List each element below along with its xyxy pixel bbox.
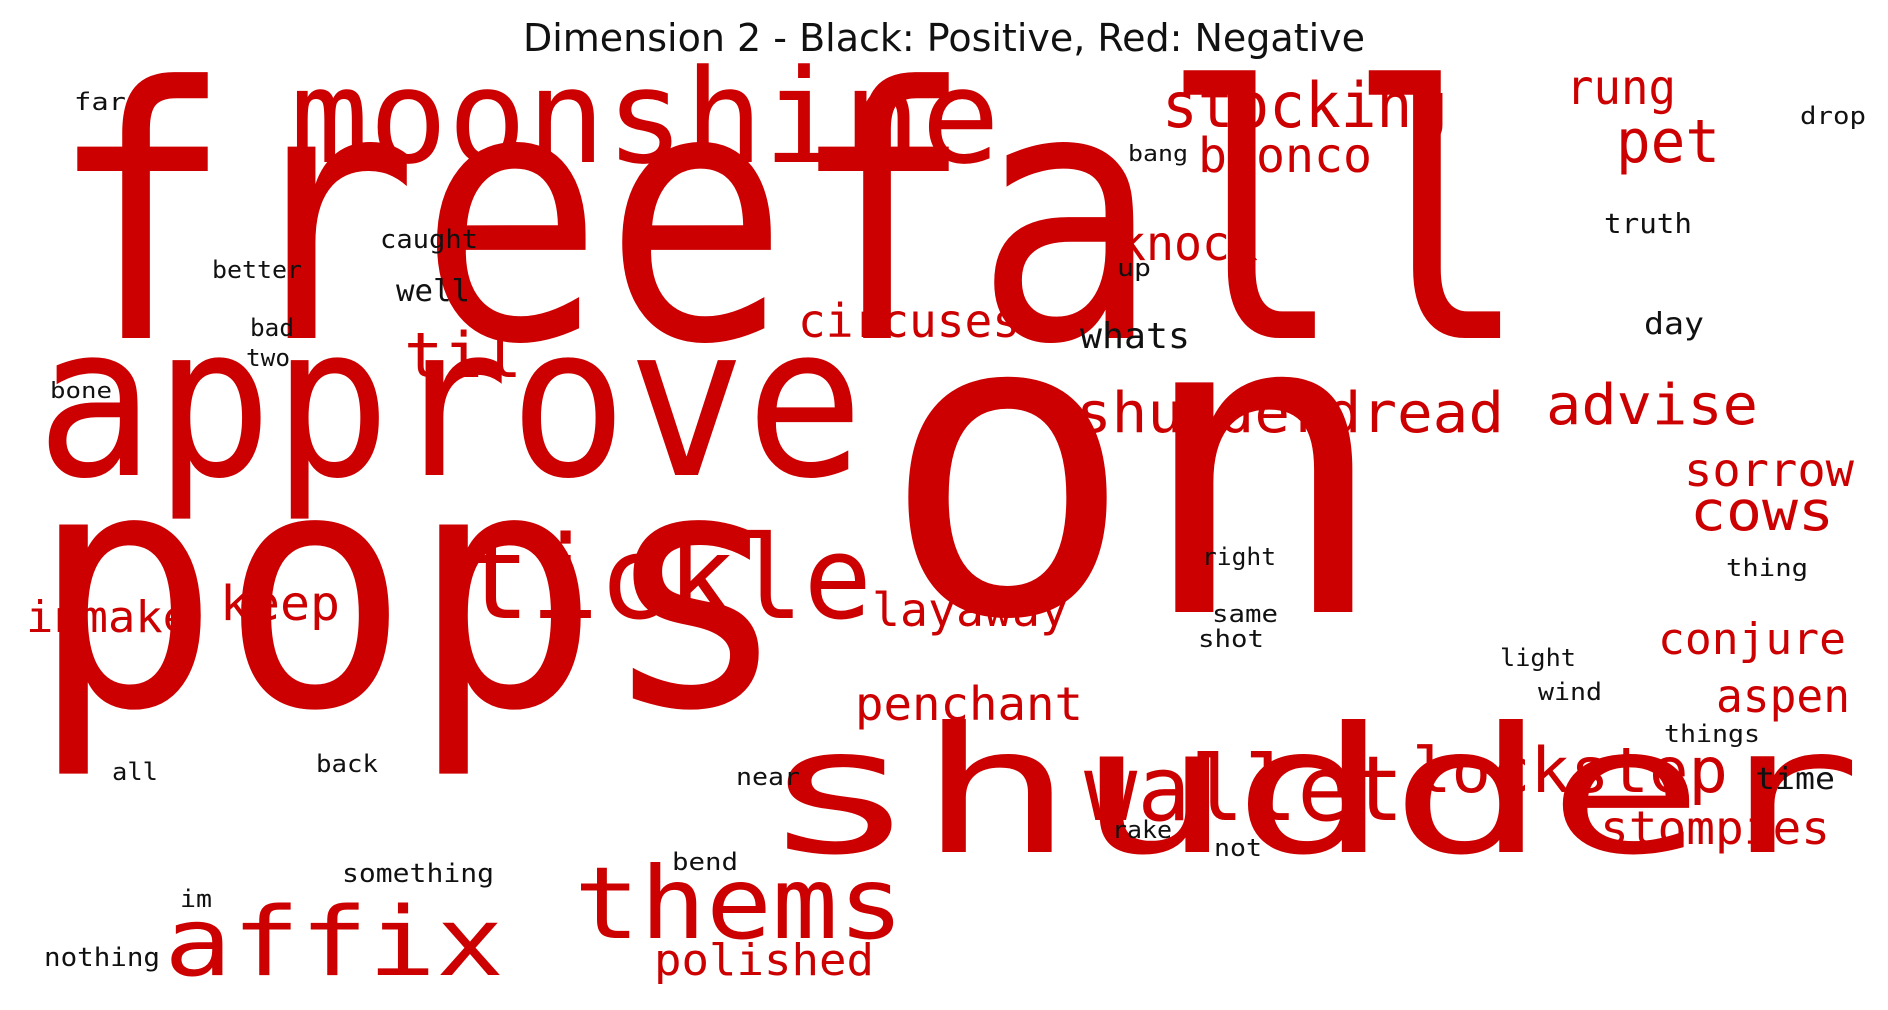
- word-not: not: [1214, 834, 1262, 862]
- word-bang: bang: [1128, 142, 1188, 167]
- word-things: things: [1664, 720, 1760, 748]
- word-cows: cows: [1690, 479, 1834, 543]
- word-penchant: penchant: [855, 677, 1083, 731]
- word-advise: advise: [1546, 373, 1758, 438]
- word-til: til: [404, 319, 522, 392]
- word-stocking: stocking: [1162, 69, 1448, 142]
- word-same: same: [1212, 600, 1278, 628]
- word-shot: shot: [1198, 625, 1264, 653]
- word-polished: polished: [654, 935, 874, 986]
- word-freefall: freefall: [48, 13, 1530, 421]
- word-moonshine: moonshine: [290, 41, 1000, 193]
- word-pops: pops: [30, 399, 790, 783]
- word-bronco: bronco: [1198, 128, 1372, 184]
- word-rake: rake: [1112, 816, 1172, 844]
- word-something: something: [342, 859, 494, 889]
- word-pet: pet: [1616, 107, 1720, 177]
- word-shudderdread: shudderdread: [1076, 381, 1504, 446]
- word-lockstep: lockstep: [1412, 734, 1728, 807]
- word-rung: rung: [1566, 60, 1676, 116]
- word-tickle: tickle: [462, 512, 872, 646]
- word-wind: wind: [1538, 678, 1602, 706]
- word-right: right: [1202, 543, 1276, 571]
- word-back: back: [316, 750, 379, 778]
- word-two: two: [246, 344, 290, 372]
- word-affix: affix: [164, 888, 504, 998]
- word-time: time: [1755, 762, 1835, 797]
- word-keep: keep: [220, 576, 340, 632]
- word-caught: caught: [380, 225, 478, 255]
- word-sorrow: sorrow: [1684, 443, 1854, 497]
- word-near: near: [736, 763, 800, 791]
- word-thems: thems: [574, 845, 904, 962]
- word-up: up: [1117, 254, 1151, 282]
- word-circuses: circuses: [798, 294, 1020, 348]
- word-nothing: nothing: [44, 943, 160, 973]
- word-bad: bad: [250, 314, 294, 342]
- word-drop: drop: [1800, 102, 1866, 130]
- word-all: all: [112, 758, 158, 786]
- word-bend: bend: [672, 848, 738, 876]
- word-conjure: conjure: [1658, 614, 1846, 665]
- word-truth: truth: [1604, 207, 1692, 240]
- word-day: day: [1644, 307, 1704, 342]
- word-shudder: shudder: [760, 691, 1862, 894]
- word-far: far: [74, 88, 126, 116]
- word-well: well: [396, 274, 470, 309]
- word-bone: bone: [50, 379, 112, 404]
- word-better: better: [212, 256, 302, 284]
- chart-title: Dimension 2 - Black: Positive, Red: Nega…: [522, 16, 1366, 60]
- word-stompies: stompies: [1600, 801, 1830, 855]
- word-whats: whats: [1080, 316, 1190, 357]
- word-aspen: aspen: [1716, 669, 1850, 723]
- word-layaway: layaway: [872, 583, 1068, 637]
- word-knock: knock: [1118, 216, 1258, 272]
- word-on: on: [880, 223, 1390, 712]
- word-approve: approve: [36, 280, 864, 525]
- word-light: light: [1500, 644, 1576, 672]
- word-thing: thing: [1726, 554, 1808, 582]
- word-im: im: [180, 885, 212, 913]
- word-wallet: wallet: [1084, 737, 1404, 842]
- word-inmake: inmake: [26, 592, 190, 643]
